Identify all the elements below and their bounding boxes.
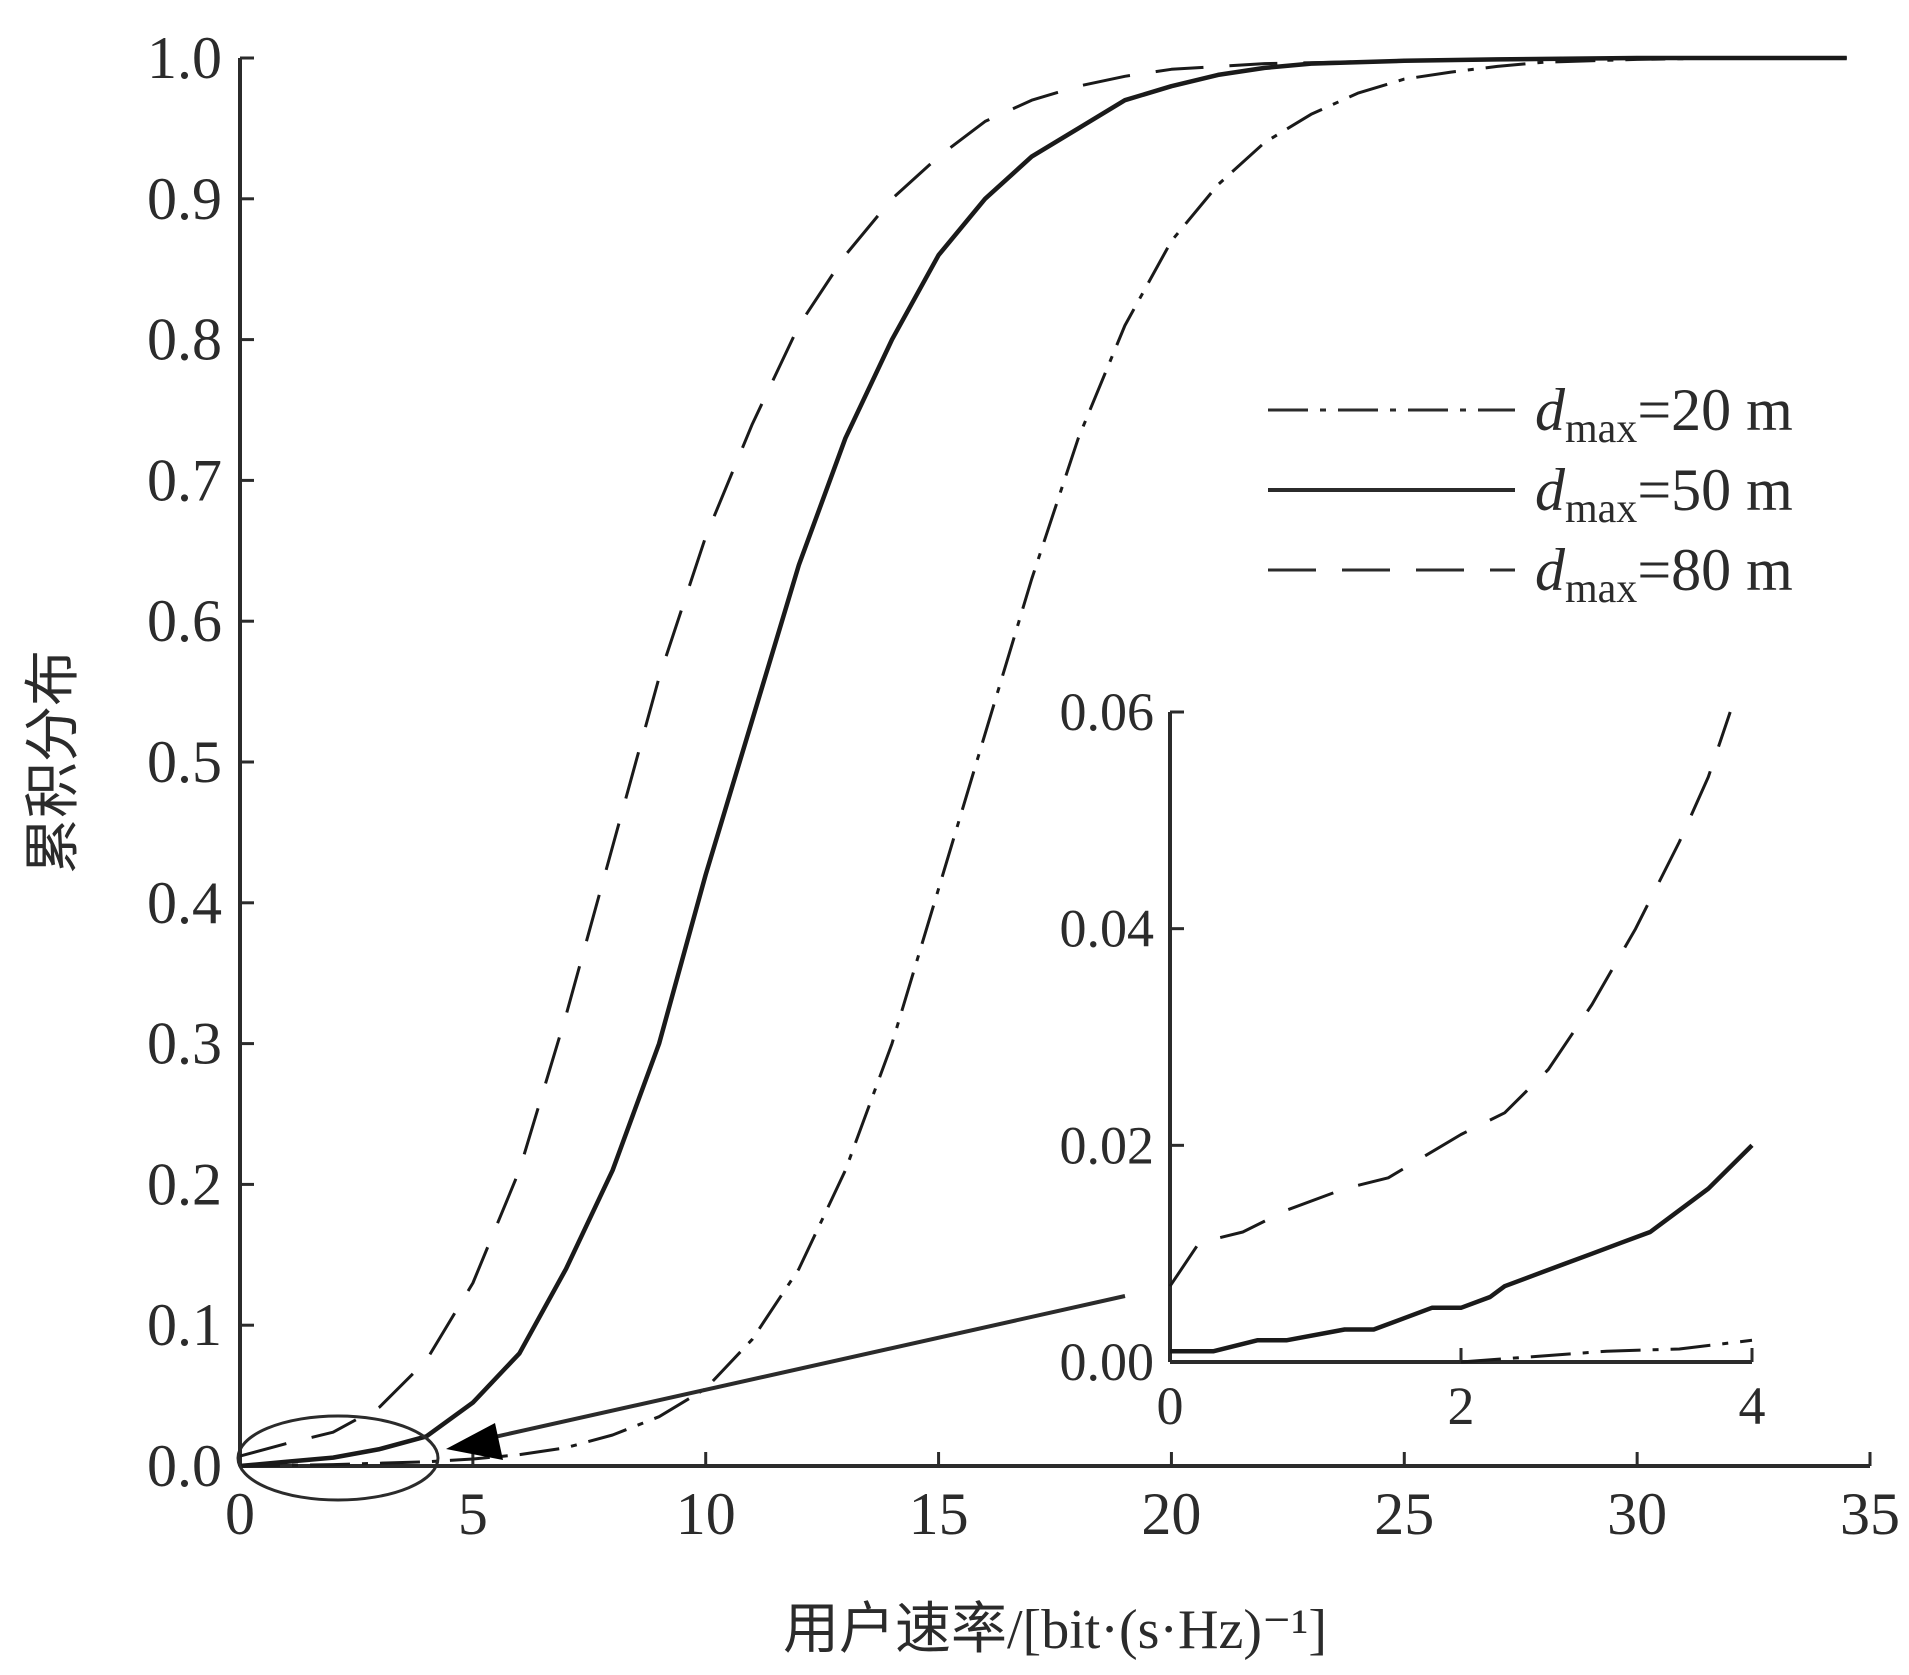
zoom-ellipse xyxy=(236,1414,440,1502)
x-tick-label: 5 xyxy=(458,1481,488,1547)
inset-y-ticks: 0.00 0.02 0.04 0.06 xyxy=(1060,682,1184,1392)
legend-label-50m: dmax=50 m xyxy=(1535,457,1793,532)
series-line-dashed xyxy=(239,56,1847,1458)
y-tick-label: 0.0 xyxy=(147,1433,222,1499)
legend-label-20m: dmax=20 m xyxy=(1535,377,1793,452)
inset-x-ticks: 0 2 4 xyxy=(1157,1348,1766,1436)
x-tick-label: 35 xyxy=(1840,1481,1900,1547)
y-tick-label: 1.0 xyxy=(147,25,222,91)
series-line-dashed xyxy=(1168,711,1732,1288)
x-tick-label: 10 xyxy=(676,1481,736,1547)
x-tick-label: 4 xyxy=(1739,1376,1766,1436)
y-tick-label: 0.2 xyxy=(147,1151,222,1217)
y-tick-label: 0.9 xyxy=(147,166,222,232)
y-tick-label: 0.7 xyxy=(147,447,222,513)
y-tick-label: 0.02 xyxy=(1060,1115,1155,1175)
main-plot: 0 5 10 15 20 25 30 35 0.00.10.20.30.40.50.60.70… xyxy=(147,25,1900,1547)
x-tick-label: 15 xyxy=(909,1481,969,1547)
series-line-solid xyxy=(1170,1143,1754,1354)
zoom-arrow-head xyxy=(446,1423,503,1460)
legend-label-80m: dmax=80 m xyxy=(1535,537,1793,612)
y-tick-label: 0.5 xyxy=(147,729,222,795)
series-line-solid xyxy=(239,55,1847,1469)
zoom-annotation xyxy=(236,1294,1126,1502)
y-ticks: 0.0 0.1 0.2 0.3 0.4 0.5 0.6 0.7 0.8 0.9 1.0 xyxy=(147,25,254,1499)
series-line-dashdot xyxy=(1460,1338,1753,1364)
y-tick-label: 0.04 xyxy=(1060,899,1155,959)
inset-background xyxy=(1170,712,1752,1362)
x-tick-label: 30 xyxy=(1607,1481,1667,1547)
x-tick-label: 0 xyxy=(225,1481,255,1547)
y-tick-label: 0.1 xyxy=(147,1292,222,1358)
series-line-dashdot xyxy=(239,56,1847,1468)
y-tick-label: 0.4 xyxy=(147,870,222,936)
y-tick-label: 0.6 xyxy=(147,588,222,654)
inset-series-lines xyxy=(1168,711,1754,1364)
y-axis-label: 累积分布 xyxy=(23,650,85,874)
x-tick-label: 25 xyxy=(1374,1481,1434,1547)
y-tick-label: 0.8 xyxy=(147,307,222,373)
x-tick-label: 2 xyxy=(1448,1376,1475,1436)
x-axis-label: 用户速率/[bit·(s·Hz)⁻¹] xyxy=(783,1599,1327,1661)
y-tick-label: 0.3 xyxy=(147,1011,222,1077)
zoom-arrow-line xyxy=(489,1294,1126,1440)
y-tick-label: 0.06 xyxy=(1060,682,1155,742)
y-tick-label: 0.00 xyxy=(1060,1332,1155,1392)
series-lines xyxy=(239,55,1847,1469)
x-tick-label: 20 xyxy=(1141,1481,1201,1547)
x-ticks: 0 5 10 15 20 25 30 35 xyxy=(225,1452,1900,1547)
x-tick-label: 0 xyxy=(1157,1376,1184,1436)
legend: dmax=20 m dmax=50 m dmax=80 m xyxy=(1268,377,1793,612)
inset-plot: 0 2 4 0.00 0.02 0.04 0.06 xyxy=(1060,682,1766,1436)
